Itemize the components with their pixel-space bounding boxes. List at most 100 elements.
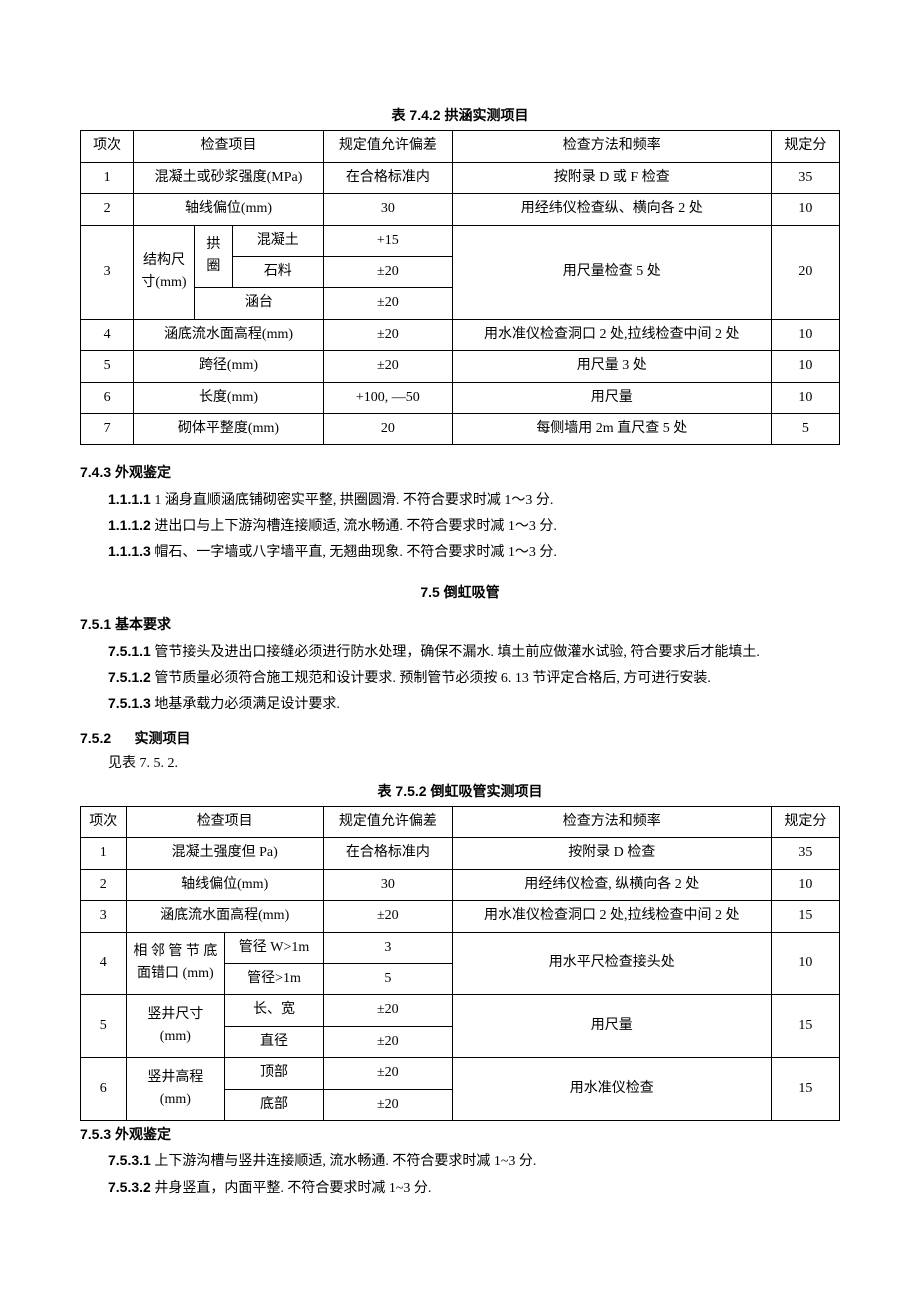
th-score: 规定分	[771, 131, 839, 162]
sec743-heading: 7.4.3 外观鉴定	[80, 461, 840, 483]
cell-method: 用水准仪检查洞口 2 处,拉线检查中间 2 处	[452, 319, 771, 350]
cell-group: 竖井高程 (mm)	[126, 1058, 225, 1121]
text: 帽石、一字墙或八字墙平直, 无翘曲现象. 不符合要求时减 1～3 分.	[151, 545, 557, 560]
table-row: 5 跨径(mm) ±20 用尺量 3 处 10	[81, 351, 840, 382]
cell-no: 6	[81, 382, 134, 413]
cell-score: 10	[771, 869, 839, 900]
table-row: 6 长度(mm) +100, —50 用尺量 10	[81, 382, 840, 413]
cell-sub: 直径	[225, 1026, 324, 1057]
cell-no: 6	[81, 1058, 127, 1121]
cell-method: 用尺量	[452, 382, 771, 413]
cell-no: 4	[81, 319, 134, 350]
cell-no: 2	[81, 194, 134, 225]
cell-tol: ±20	[323, 288, 452, 319]
cell-tol: ±20	[323, 1058, 452, 1089]
cell-no: 2	[81, 869, 127, 900]
table2: 项次 检查项目 规定值允许偏差 检查方法和频率 规定分 1 混凝土强度但 Pa)…	[80, 806, 840, 1121]
cell-no: 3	[81, 225, 134, 319]
cell-method: 按附录 D 检查	[452, 838, 771, 869]
lead: 7.5.1.2	[108, 669, 151, 685]
text: 进出口与上下游沟槽连接顺适, 流水畅通. 不符合要求时减 1～3 分.	[151, 519, 557, 534]
cell-sub: 管径>1m	[225, 963, 324, 994]
cell-item: 轴线偏位(mm)	[126, 869, 323, 900]
cell-sub: 石料	[232, 256, 323, 287]
cell-method: 用尺量检查 5 处	[452, 225, 771, 319]
text: 管节接头及进出口接缝必须进行防水处理，确保不漏水. 填土前应做灌水试验, 符合要…	[151, 645, 760, 660]
th-tol: 规定值允许偏差	[323, 131, 452, 162]
cell-tol: +15	[323, 225, 452, 256]
cell-method: 用水准仪检查	[452, 1058, 771, 1121]
cell-group1: 结构尺寸(mm)	[134, 225, 195, 319]
cell-method: 用水准仪检查洞口 2 处,拉线检查中间 2 处	[452, 901, 771, 932]
cell-tol: 在合格标准内	[323, 838, 452, 869]
cell-item: 涵底流水面高程(mm)	[134, 319, 324, 350]
cell-tol: 在合格标准内	[323, 162, 452, 193]
cell-tol: ±20	[323, 1089, 452, 1120]
cell-item: 混凝土强度但 Pa)	[126, 838, 323, 869]
cell-item: 混凝土或砂浆强度(MPa)	[134, 162, 324, 193]
lead: 1.1.1.2	[108, 517, 151, 533]
para-see-752: 见表 7. 5. 2.	[80, 753, 840, 775]
cell-no: 3	[81, 901, 127, 932]
cell-score: 15	[771, 1058, 839, 1121]
text: 1 涵身直顺涵底铺砌密实平整, 拱圈圆滑. 不符合要求时减 1～3 分.	[151, 493, 554, 508]
para-7433: 1.1.1.3 帽石、一字墙或八字墙平直, 无翘曲现象. 不符合要求时减 1～3…	[80, 540, 840, 564]
cell-method: 用尺量 3 处	[452, 351, 771, 382]
lead: 7.5.1.3	[108, 695, 151, 711]
table-row: 3 涵底流水面高程(mm) ±20 用水准仪检查洞口 2 处,拉线检查中间 2 …	[81, 901, 840, 932]
cell-item: 长度(mm)	[134, 382, 324, 413]
table-row: 4 涵底流水面高程(mm) ±20 用水准仪检查洞口 2 处,拉线检查中间 2 …	[81, 319, 840, 350]
text: 管节质量必须符合施工规范和设计要求. 预制管节必须按 6. 13 节评定合格后,…	[151, 671, 711, 686]
cell-tol: +100, —50	[323, 382, 452, 413]
cell-tol: 5	[323, 963, 452, 994]
table2-title: 表 7.5.2 倒虹吸管实测项目	[80, 780, 840, 802]
sec751-heading: 7.5.1 基本要求	[80, 613, 840, 635]
th-no: 项次	[81, 131, 134, 162]
table-row: 4 相 邻 管 节 底面错口 (mm) 管径 W>1m 3 用水平尺检查接头处 …	[81, 932, 840, 963]
table-row: 2 轴线偏位(mm) 30 用经纬仪检查, 纵横向各 2 处 10	[81, 869, 840, 900]
table-row: 5 竖井尺寸 (mm) 长、宽 ±20 用尺量 15	[81, 995, 840, 1026]
cell-score: 10	[771, 382, 839, 413]
cell-sub: 涵台	[194, 288, 323, 319]
th-item: 检查项目	[126, 806, 323, 837]
para-7432: 1.1.1.2 进出口与上下游沟槽连接顺适, 流水畅通. 不符合要求时减 1～3…	[80, 514, 840, 538]
cell-tol: ±20	[323, 901, 452, 932]
table-row: 2 轴线偏位(mm) 30 用经纬仪检查纵、横向各 2 处 10	[81, 194, 840, 225]
lead: 1.1.1.1	[108, 491, 151, 507]
cell-score: 10	[771, 319, 839, 350]
cell-no: 4	[81, 932, 127, 995]
cell-score: 15	[771, 995, 839, 1058]
cell-tol: ±20	[323, 319, 452, 350]
cell-method: 按附录 D 或 F 检查	[452, 162, 771, 193]
lead: 7.5.3.1	[108, 1152, 151, 1168]
sec752-heading: 7.5.2 实测项目	[80, 727, 840, 749]
text: 井身竖直，内面平整. 不符合要求时减 1~3 分.	[151, 1181, 432, 1196]
para-7532: 7.5.3.2 井身竖直，内面平整. 不符合要求时减 1~3 分.	[80, 1176, 840, 1200]
cell-method: 用经纬仪检查, 纵横向各 2 处	[452, 869, 771, 900]
cell-no: 5	[81, 351, 134, 382]
cell-sub: 底部	[225, 1089, 324, 1120]
table-row: 7 砌体平整度(mm) 20 每侧墙用 2m 直尺查 5 处 5	[81, 413, 840, 444]
cell-score: 10	[771, 932, 839, 995]
cell-group2: 拱圈	[194, 225, 232, 288]
cell-score: 20	[771, 225, 839, 319]
cell-item: 跨径(mm)	[134, 351, 324, 382]
cell-item: 涵底流水面高程(mm)	[126, 901, 323, 932]
cell-score: 35	[771, 838, 839, 869]
cell-sub: 混凝土	[232, 225, 323, 256]
cell-tol: 20	[323, 413, 452, 444]
cell-tol: ±20	[323, 256, 452, 287]
para-7513: 7.5.1.3 地基承载力必须满足设计要求.	[80, 692, 840, 716]
lead: 7.5.1.1	[108, 643, 151, 659]
cell-score: 10	[771, 194, 839, 225]
cell-sub: 长、宽	[225, 995, 324, 1026]
table1: 项次 检查项目 规定值允许偏差 检查方法和频率 规定分 1 混凝土或砂浆强度(M…	[80, 130, 840, 445]
sec75-title: 7.5 倒虹吸管	[80, 581, 840, 603]
th-score: 规定分	[771, 806, 839, 837]
cell-method: 每侧墙用 2m 直尺查 5 处	[452, 413, 771, 444]
cell-group: 竖井尺寸 (mm)	[126, 995, 225, 1058]
cell-score: 10	[771, 351, 839, 382]
cell-sub: 管径 W>1m	[225, 932, 324, 963]
cell-tol: ±20	[323, 351, 452, 382]
cell-tol: ±20	[323, 995, 452, 1026]
